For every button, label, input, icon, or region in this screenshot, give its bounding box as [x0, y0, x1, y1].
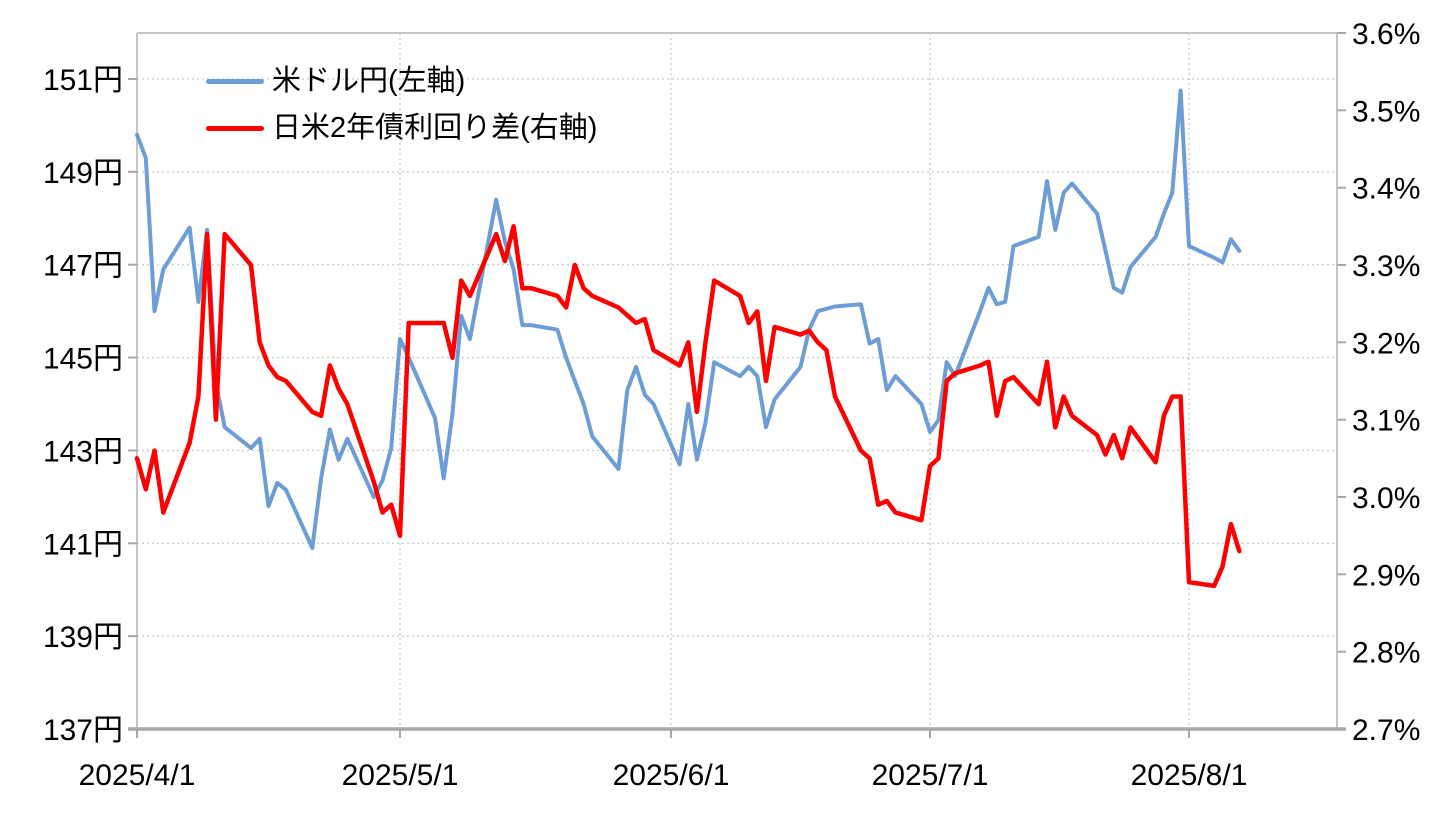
right-axis-label: 3.0% [1352, 482, 1420, 515]
yield-spread-line [134, 224, 1242, 589]
x-axis-label: 2025/6/1 [613, 759, 730, 792]
left-axis-label: 147円 [43, 250, 123, 283]
usdjpy-line-swatch-icon [206, 78, 264, 84]
right-axis-label: 2.7% [1352, 714, 1420, 747]
right-axis-label: 3.4% [1352, 173, 1420, 206]
right-axis-label: 3.3% [1352, 250, 1420, 283]
left-axis-label: 151円 [43, 64, 123, 97]
x-axis-label: 2025/5/1 [342, 759, 459, 792]
right-axis-label: 3.5% [1352, 95, 1420, 128]
legend-label-spread: 日米2年債利回り差(右軸) [272, 111, 598, 144]
left-axis-label: 149円 [43, 157, 123, 190]
x-axis-label: 2025/7/1 [872, 759, 989, 792]
x-axis-label: 2025/8/1 [1131, 759, 1248, 792]
legend-item-spread: 日米2年債利回り差(右軸) [206, 109, 597, 147]
right-axis-label: 2.9% [1352, 559, 1420, 592]
usdjpy-line [135, 88, 1242, 550]
right-axis-label: 3.6% [1352, 18, 1420, 51]
legend-item-usdjpy: 米ドル円(左軸) [206, 62, 597, 100]
left-axis-label: 137円 [43, 714, 123, 747]
right-axis-label: 3.2% [1352, 327, 1420, 360]
chart-legend: 米ドル円(左軸) 日米2年債利回り差(右軸) [206, 62, 597, 147]
left-axis-label: 139円 [43, 621, 123, 654]
left-axis-label: 143円 [43, 435, 123, 468]
right-axis-label: 2.8% [1352, 637, 1420, 670]
left-axis-label: 145円 [43, 343, 123, 376]
left-axis-label: 141円 [43, 528, 123, 561]
spread-line-swatch-icon [206, 125, 264, 131]
x-axis-label: 2025/4/1 [79, 759, 196, 792]
right-axis-label: 3.1% [1352, 405, 1420, 438]
legend-label-usdjpy: 米ドル円(左軸) [272, 64, 466, 97]
